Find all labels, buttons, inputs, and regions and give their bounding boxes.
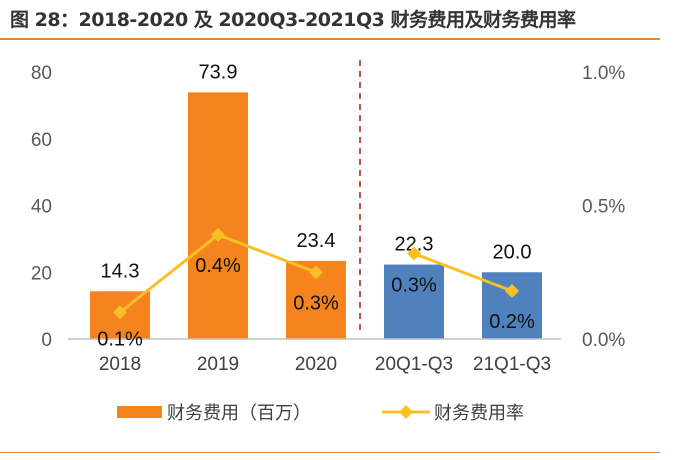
title-rule bbox=[0, 38, 660, 40]
x-axis-tick: 2020 bbox=[295, 354, 337, 375]
bar-value-label: 23.4 bbox=[297, 230, 336, 252]
bar bbox=[384, 264, 444, 339]
chart-title: 图 28：2018-2020 及 2020Q3-2021Q3 财务费用及财务费用… bbox=[10, 9, 576, 31]
bar-value-label: 14.3 bbox=[101, 260, 140, 282]
bar-value-label: 73.9 bbox=[199, 61, 238, 83]
legend-bar-swatch bbox=[117, 406, 162, 418]
rate-marker bbox=[505, 283, 519, 298]
x-axis-tick: 2019 bbox=[197, 354, 239, 375]
rate-value-label: 0.3% bbox=[391, 275, 437, 297]
x-axis-tick: 21Q1-Q3 bbox=[473, 354, 551, 375]
rate-value-label: 0.2% bbox=[489, 311, 535, 333]
rate-line bbox=[413, 252, 513, 293]
left-axis-tick: 40 bbox=[31, 197, 52, 218]
left-axis-tick: 20 bbox=[31, 263, 52, 284]
x-axis-tick: 20Q1-Q3 bbox=[375, 354, 453, 375]
legend-bar-label: 财务费用（百万） bbox=[167, 403, 311, 423]
right-axis-tick: 0.0% bbox=[582, 330, 625, 351]
rate-value-label: 0.1% bbox=[97, 328, 143, 350]
x-axis-tick: 2018 bbox=[99, 354, 141, 375]
bar-value-label: 22.3 bbox=[395, 234, 434, 256]
rate-marker bbox=[309, 265, 323, 280]
legend-line-marker bbox=[399, 405, 413, 419]
bar-value-label: 20.0 bbox=[493, 241, 532, 263]
rate-value-label: 0.4% bbox=[195, 255, 241, 277]
rate-marker bbox=[407, 246, 421, 261]
legend-line-label: 财务费用率 bbox=[434, 403, 524, 423]
rate-marker bbox=[113, 305, 127, 320]
bar bbox=[188, 92, 248, 339]
right-axis-tick: 0.5% bbox=[582, 197, 625, 218]
left-axis-tick: 0 bbox=[41, 330, 52, 351]
right-axis-tick: 1.0% bbox=[582, 63, 625, 84]
left-axis-tick: 80 bbox=[31, 63, 52, 84]
left-axis-tick: 60 bbox=[31, 130, 52, 151]
rate-value-label: 0.3% bbox=[293, 292, 339, 314]
rate-marker bbox=[211, 227, 225, 242]
bottom-rule bbox=[0, 452, 660, 453]
